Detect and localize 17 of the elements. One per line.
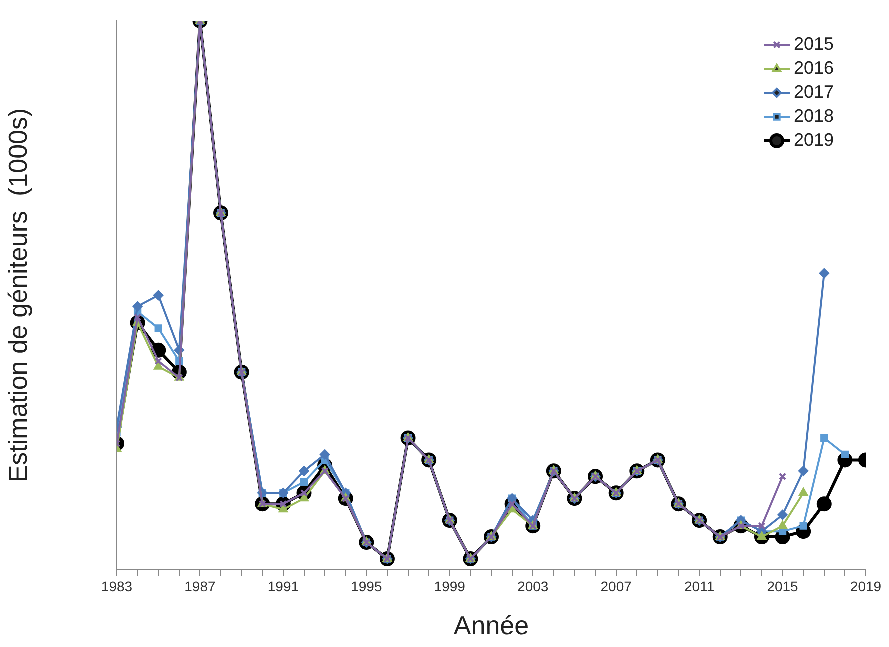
legend-label: 2017 bbox=[794, 82, 834, 102]
legend-label: 2016 bbox=[794, 58, 834, 78]
y-axis-title: Estimation de géniteurs (1000s) bbox=[2, 108, 33, 483]
x-tick-label: 1991 bbox=[268, 578, 300, 594]
x-tick-label: 2011 bbox=[684, 578, 715, 594]
x-axis-title: Année bbox=[454, 610, 530, 641]
x-tick-label: 2003 bbox=[518, 578, 549, 594]
x-tick-label: 1983 bbox=[101, 578, 133, 594]
x-tick-label: 2015 bbox=[767, 578, 799, 594]
legend-label: 2015 bbox=[794, 34, 834, 54]
x-tick-label: 2019 bbox=[850, 578, 882, 594]
x-tick-label: 2007 bbox=[600, 578, 632, 594]
x-tick-label: 1995 bbox=[351, 578, 382, 594]
legend-label: 2019 bbox=[794, 130, 834, 150]
x-tick-label: 1987 bbox=[184, 578, 216, 594]
x-tick-label: 1999 bbox=[434, 578, 466, 594]
legend-label: 2018 bbox=[794, 106, 834, 126]
